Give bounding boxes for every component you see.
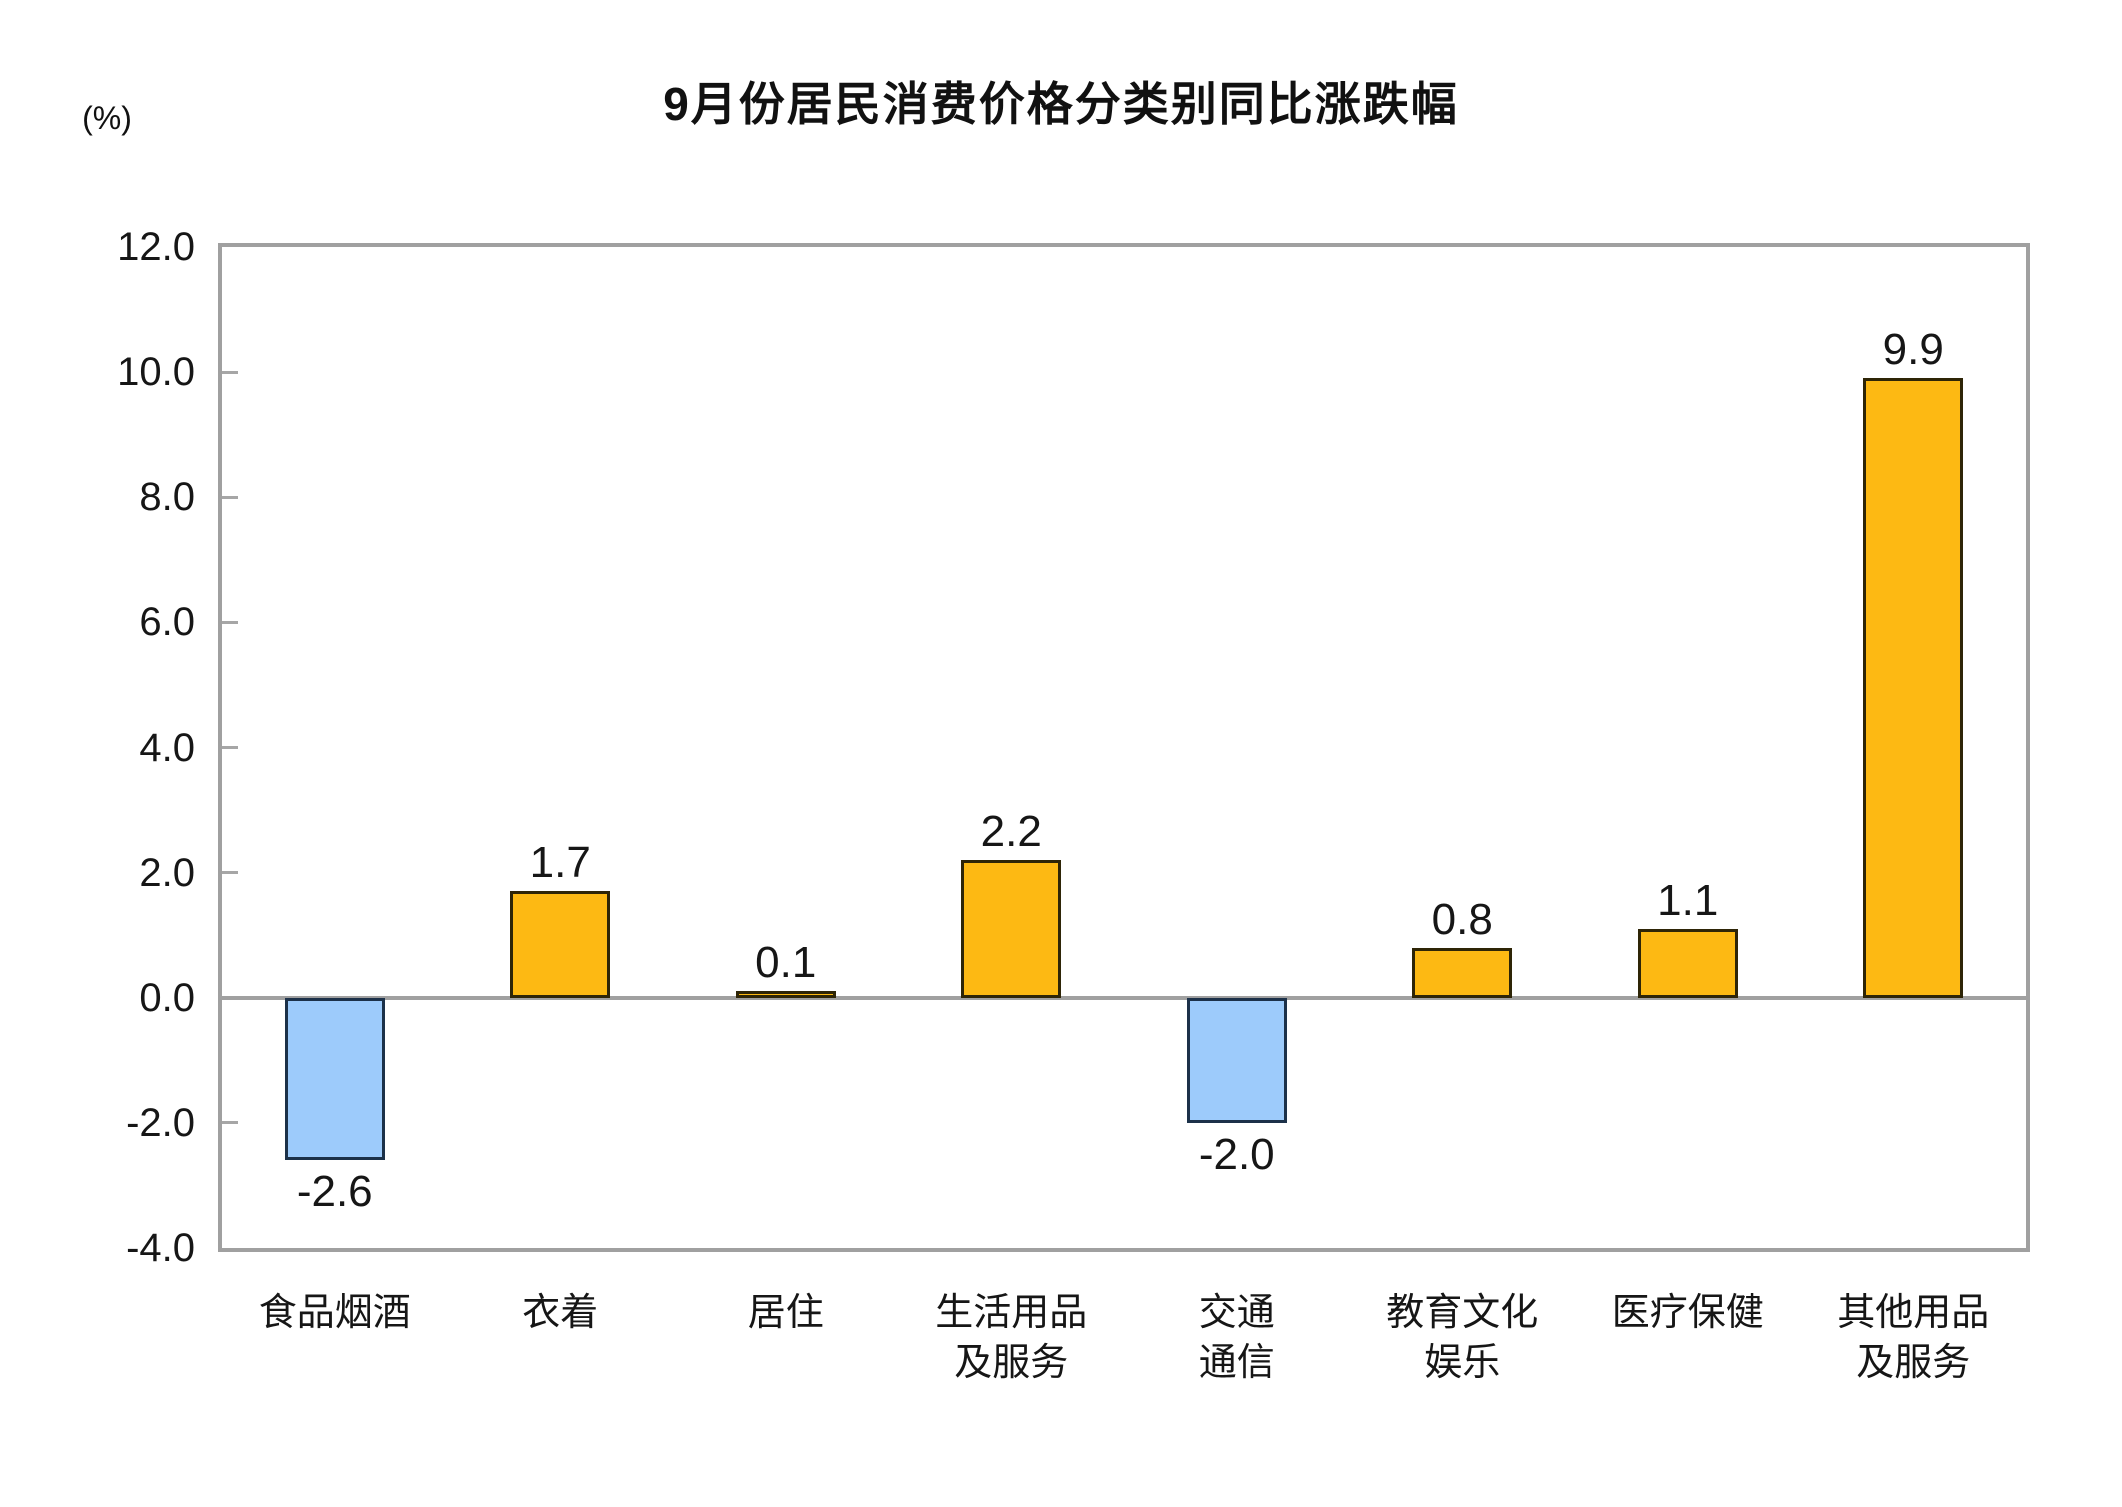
y-axis-tick-label: -4.0 [126,1226,195,1270]
y-axis-tick-label: 2.0 [139,850,195,895]
y-axis-tick-label: 12.0 [117,225,195,269]
bar-1 [510,891,611,998]
bar-value-label-0: -2.6 [296,1167,373,1217]
y-axis-tick-mark [222,495,238,499]
y-axis-tick-label: 6.0 [139,600,195,645]
x-axis-category-label-2: 居住 [747,1292,824,1334]
y-axis-tick-label: 4.0 [139,725,195,770]
plot-area: -2.6 1.7 0.1 2.2 -2.0 0.8 1.1 9.9 [218,243,2030,1252]
x-axis-category-label-7: 其他用品 及服务 [1837,1292,1990,1384]
y-axis-tick-label: 10.0 [117,350,195,395]
zero-axis-line [222,995,2026,1000]
bar-5 [1412,947,1513,998]
bar-6 [1637,928,1738,998]
bar-value-label-5: 0.8 [1431,894,1493,944]
y-axis-tick-label: -2.0 [126,1100,195,1145]
bar-7 [1863,378,1964,998]
x-axis-category-label-4: 交通 通信 [1198,1292,1275,1384]
y-axis-tick-mark [222,871,238,875]
bar-value-label-2: 0.1 [755,938,817,988]
x-axis-category-label-0: 食品烟酒 [258,1292,411,1334]
y-axis-tick-mark [222,620,238,624]
bar-value-label-3: 2.2 [980,807,1042,857]
bar-value-label-6: 1.1 [1657,875,1719,925]
bar-0 [284,997,385,1161]
y-axis-tick-label: 8.0 [139,475,195,520]
bar-value-label-4: -2.0 [1198,1129,1275,1179]
y-axis-tick-mark [222,746,238,749]
x-axis-category-label-6: 医疗保健 [1611,1292,1764,1334]
y-axis-tick-mark [222,1121,238,1125]
bar-4 [1186,997,1287,1123]
y-axis-tick-label: 0.0 [139,975,195,1020]
bar-3 [961,860,1062,998]
y-axis-tick-mark [222,370,238,374]
bar-value-label-7: 9.9 [1882,325,1944,375]
y-axis-unit-label: (%) [82,100,132,136]
x-axis-category-label-3: 生活用品 及服务 [935,1292,1088,1384]
x-axis-category-label-5: 教育文化 娱乐 [1386,1292,1539,1384]
bar-2 [735,991,836,998]
bar-value-label-1: 1.7 [529,838,591,888]
chart-title: 9月份居民消费价格分类别同比涨跌幅 [663,78,1459,130]
x-axis-category-label-1: 衣着 [522,1292,599,1334]
